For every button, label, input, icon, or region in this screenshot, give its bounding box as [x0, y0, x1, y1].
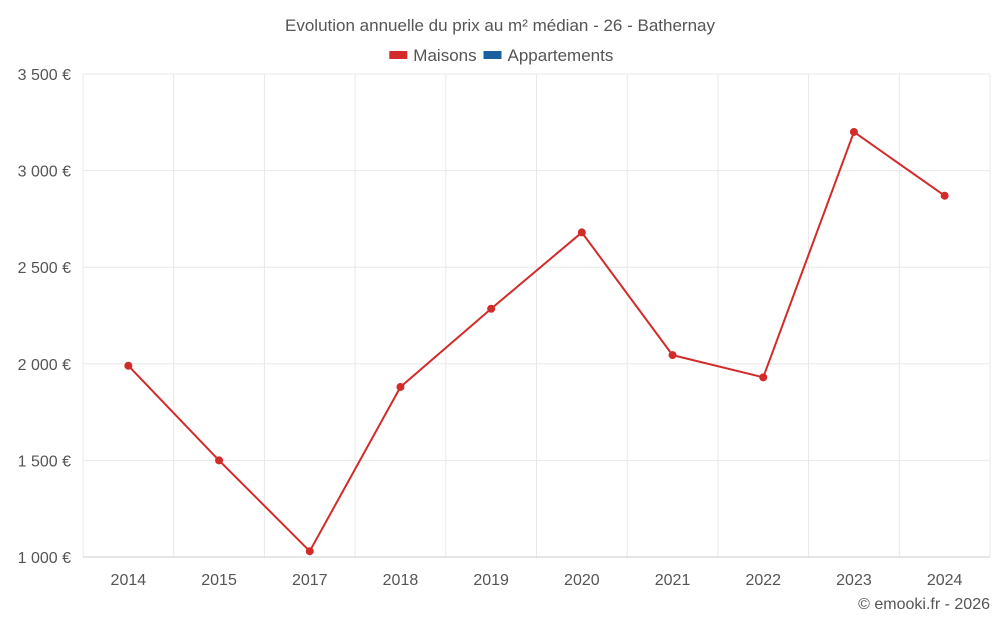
legend-item-appartements[interactable]: Appartements [483, 46, 614, 65]
x-tick-label: 2015 [201, 572, 237, 589]
grid [82, 73, 991, 558]
series-line-maisons [127, 130, 946, 553]
legend-swatch [389, 51, 408, 59]
data-point[interactable] [124, 361, 133, 370]
data-point[interactable] [215, 456, 224, 465]
series-layer [124, 127, 949, 556]
x-tick-label: 2018 [383, 572, 419, 589]
x-tick-label: 2023 [836, 572, 872, 589]
x-tick-label: 2024 [927, 572, 963, 589]
y-tick-label: 1 000 € [18, 550, 71, 567]
x-tick-label: 2017 [292, 572, 328, 589]
legend-swatch [483, 51, 502, 59]
data-point[interactable] [396, 382, 405, 391]
y-tick-label: 2 500 € [18, 260, 71, 277]
x-tick-label: 2022 [745, 572, 781, 589]
legend: Maisons Appartements [389, 46, 613, 65]
data-point[interactable] [577, 228, 586, 237]
y-tick-label: 3 500 € [18, 67, 71, 84]
data-point[interactable] [940, 191, 949, 200]
data-point[interactable] [487, 304, 496, 313]
data-point[interactable] [668, 351, 677, 360]
y-axis: 1 000 € 1 500 € 2 000 € 2 500 € 3 000 € 3 500… [18, 67, 71, 567]
data-point[interactable] [759, 373, 768, 382]
x-tick-label: 2014 [111, 572, 147, 589]
y-tick-label: 3 000 € [18, 164, 71, 181]
data-point[interactable] [849, 127, 858, 136]
chart-title: Evolution annuelle du prix au m² médian … [285, 16, 715, 35]
y-tick-label: 1 500 € [18, 453, 71, 470]
legend-label: Appartements [508, 46, 614, 65]
x-tick-label: 2019 [473, 572, 509, 589]
y-tick-label: 2 000 € [18, 357, 71, 374]
legend-label: Maisons [413, 46, 476, 65]
x-tick-label: 2021 [655, 572, 691, 589]
data-point[interactable] [305, 547, 314, 556]
x-axis: 2014 2015 2017 2018 2019 2020 2021 2022 2023 2024 [111, 572, 963, 589]
legend-item-maisons[interactable]: Maisons [389, 46, 477, 65]
credit-text: © emooki.fr - 2026 [858, 596, 990, 613]
x-tick-label: 2020 [564, 572, 600, 589]
